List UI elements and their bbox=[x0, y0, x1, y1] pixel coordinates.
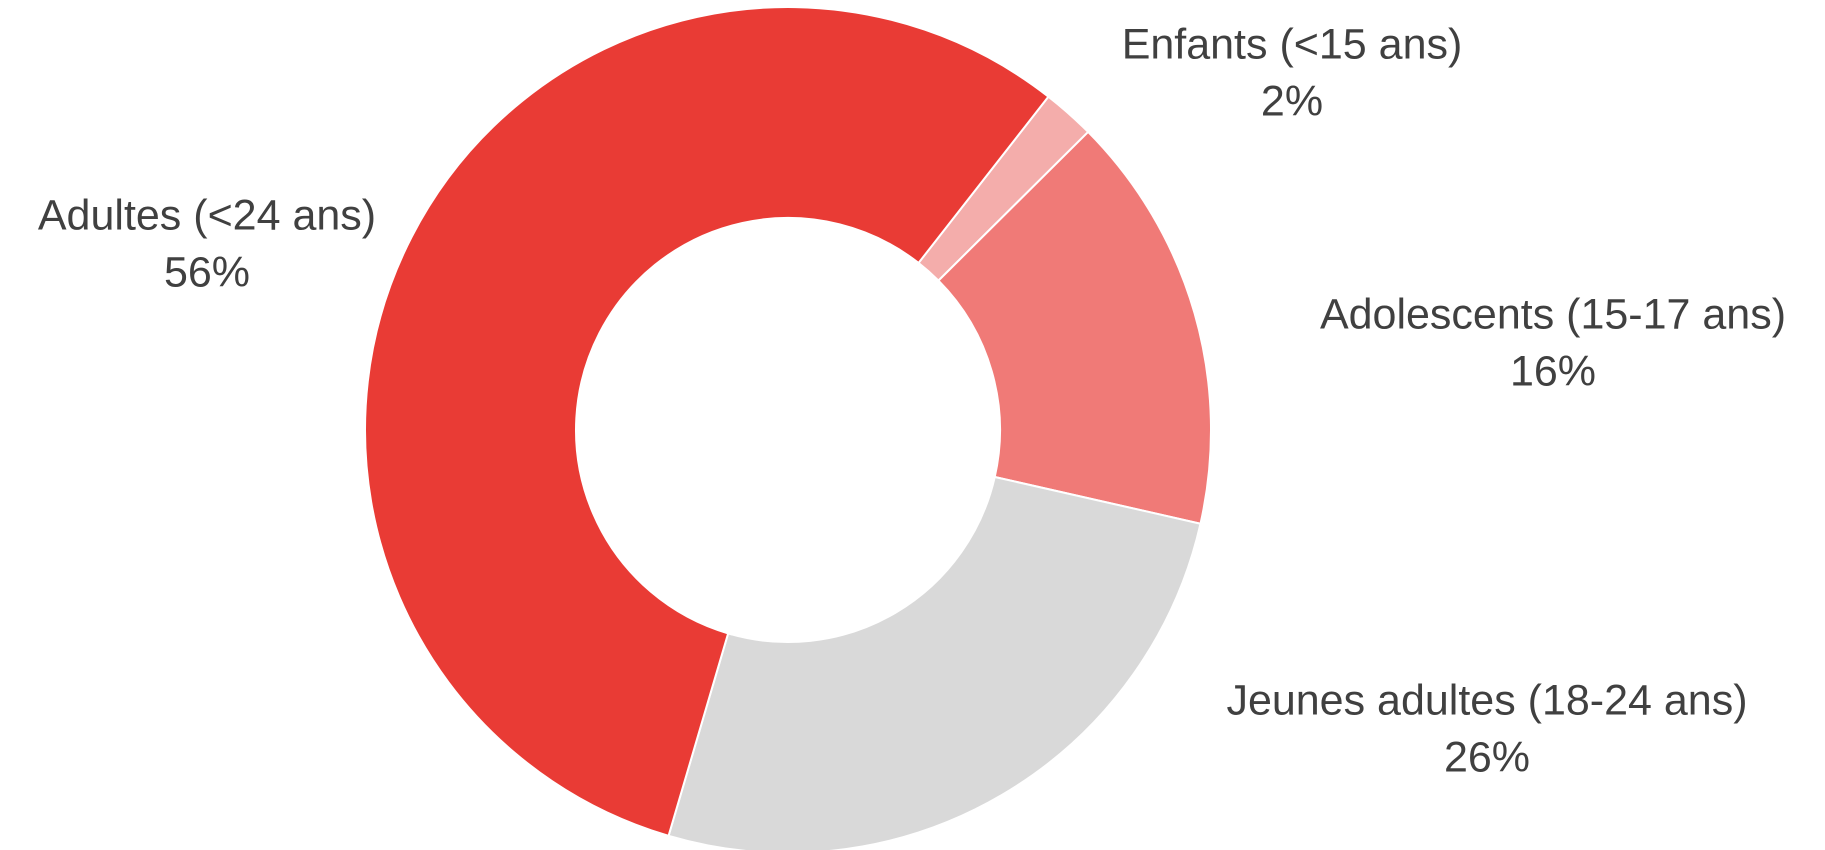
donut-slice bbox=[937, 130, 1212, 525]
donut-slice bbox=[667, 475, 1202, 850]
slice-label: Adultes (<24 ans) bbox=[38, 191, 376, 239]
slice-label: Jeunes adultes (18-24 ans) bbox=[1226, 676, 1747, 724]
slice-label: Enfants (<15 ans) bbox=[1122, 20, 1463, 68]
slice-value-label: 56% bbox=[164, 248, 250, 296]
slice-value-label: 16% bbox=[1510, 347, 1596, 395]
slice-value-label: 2% bbox=[1261, 77, 1323, 125]
slice-value-label: 26% bbox=[1444, 733, 1530, 781]
donut-slice bbox=[364, 6, 1050, 838]
slice-label: Adolescents (15-17 ans) bbox=[1320, 290, 1786, 338]
